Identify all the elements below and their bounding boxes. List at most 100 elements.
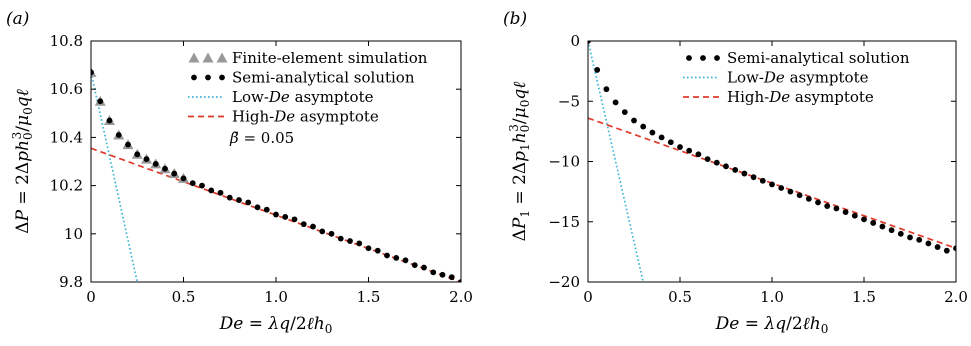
semi-analytical-point xyxy=(411,262,418,269)
semi-analytical-point xyxy=(796,192,803,199)
semi-analytical-point xyxy=(356,240,363,247)
semi-analytical-point xyxy=(91,69,94,76)
semi-analytical-point xyxy=(741,170,748,177)
semi-analytical-point xyxy=(805,195,812,202)
semi-analytical-point xyxy=(943,247,950,254)
semi-analytical-point xyxy=(612,99,619,106)
semi-analytical-point xyxy=(199,182,205,189)
semi-analytical-point xyxy=(254,204,261,211)
low-de-asymptote-line xyxy=(588,41,645,282)
legend-dot-marker xyxy=(714,55,720,61)
x-tick-label: 1.5 xyxy=(852,288,876,306)
semi-analytical-point xyxy=(695,151,702,158)
legend: Semi-analytical solution Low-De asymptote… xyxy=(683,49,910,106)
semi-analytical-point xyxy=(439,271,446,278)
x-tick-label: 1.0 xyxy=(264,288,288,306)
semi-analytical-point xyxy=(631,117,637,124)
semi-analytical-point xyxy=(897,230,904,237)
x-tick-label: 0 xyxy=(583,288,593,306)
semi-analytical-point xyxy=(115,132,122,138)
semi-analytical-point xyxy=(97,98,104,105)
legend-entry: High-De asymptote xyxy=(727,88,874,106)
semi-analytical-point xyxy=(713,159,720,166)
semi-analytical-point xyxy=(347,238,353,244)
semi-analytical-point xyxy=(769,181,775,188)
semi-analytical-point xyxy=(686,147,693,154)
semi-analytical-point xyxy=(723,163,729,170)
legend-triangle-marker xyxy=(216,52,228,63)
y-tick-label: −15 xyxy=(548,213,580,231)
legend-entry: Semi-analytical solution xyxy=(727,49,910,67)
high-de-asymptote-line xyxy=(91,147,461,282)
semi-analytical-point xyxy=(125,141,131,148)
semi-analytical-point xyxy=(879,223,886,230)
legend-dot-marker xyxy=(205,74,211,81)
semi-analytical-point xyxy=(870,220,877,226)
semi-analytical-point xyxy=(180,175,187,182)
y-tick-label: 10.2 xyxy=(50,177,83,195)
legend-dot-marker xyxy=(191,74,197,81)
semi-analytical-point xyxy=(152,161,159,167)
semi-analytical-point xyxy=(907,234,913,241)
semi-analytical-point xyxy=(640,123,647,130)
semi-analytical-point xyxy=(171,170,178,177)
semi-analytical-point xyxy=(934,244,941,250)
semi-analytical-point xyxy=(402,257,409,264)
legend-entry: High-De asymptote xyxy=(232,108,379,126)
legend-entry: Semi-analytical solution xyxy=(232,69,415,87)
y-tick-label: 10.4 xyxy=(50,128,83,146)
semi-analytical-point xyxy=(143,156,150,162)
y-axis-label: ΔP1 = 2Δp1h03/μ0qℓ xyxy=(507,82,532,242)
semi-analytical-point xyxy=(162,165,168,172)
panel-b: (b) 0 0.5 1.0 1.5 2.0 −20 −15 −10 −5 0 De = λq/2ℓh0… xyxy=(503,9,968,336)
x-tick-label: 0.5 xyxy=(668,288,692,306)
semi-analytical-point xyxy=(888,227,895,234)
semi-analytical-point xyxy=(778,185,785,191)
x-axis-label: De = λq/2ℓh0 xyxy=(715,314,829,336)
x-axis-label: De = λq/2ℓh0 xyxy=(219,314,333,336)
semi-analytical-point xyxy=(704,156,711,162)
y-tick-label: 10 xyxy=(64,225,83,243)
semi-analytical-point xyxy=(291,216,298,223)
y-tick-label: 10.8 xyxy=(50,32,83,50)
semi-analytical-point xyxy=(732,167,739,173)
semi-analytical-point xyxy=(588,41,591,44)
y-tick-label: 0 xyxy=(570,32,580,50)
semi-analytical-point xyxy=(245,199,252,206)
panel-tag: (b) xyxy=(503,9,527,29)
semi-analytical-point xyxy=(842,209,849,216)
semi-analytical-point xyxy=(667,139,674,146)
x-tick-label: 0 xyxy=(86,288,96,306)
legend-triangle-marker xyxy=(188,52,200,63)
legend: Finite-element simulation Semi-analytical… xyxy=(188,49,428,126)
semi-analytical-point xyxy=(365,245,372,252)
semi-analytical-point xyxy=(273,211,279,218)
semi-analytical-point xyxy=(824,203,831,209)
semi-analytical-point xyxy=(759,177,766,184)
semi-analytical-point xyxy=(134,151,141,158)
semi-analytical-point xyxy=(337,235,344,242)
semi-analytical-point xyxy=(374,247,381,254)
legend-entry: Low-De asymptote xyxy=(232,88,374,106)
semi-analytical-point xyxy=(649,129,656,136)
semi-analytical-point xyxy=(677,144,683,150)
beta-annotation: β̃ = 0.05 xyxy=(229,129,294,147)
legend-dot-marker xyxy=(219,74,225,81)
semi-analytical-point xyxy=(750,174,757,181)
semi-analytical-point xyxy=(328,230,335,237)
y-axis-label: ΔP = 2Δph03/μ0qℓ xyxy=(10,89,35,233)
panel-tag: (a) xyxy=(6,9,29,29)
x-tick-label: 0.5 xyxy=(172,288,196,306)
semi-analytical-point xyxy=(621,109,628,115)
semi-analytical-point xyxy=(851,212,858,219)
semi-analytical-point xyxy=(106,117,113,124)
legend-entry: Finite-element simulation xyxy=(232,49,428,67)
y-tick-label: 10.6 xyxy=(50,80,83,98)
semi-analytical-point xyxy=(833,205,840,212)
semi-analytical-point xyxy=(319,228,326,235)
panel-a: (a) 0 0.5 1.0 1.5 2.0 9.8 10 10.2 10.4 10.6 10.8 De … xyxy=(6,9,473,336)
semi-analytical-point xyxy=(384,252,390,259)
y-tick-label: −5 xyxy=(558,92,580,110)
semi-analytical-point xyxy=(263,206,270,213)
